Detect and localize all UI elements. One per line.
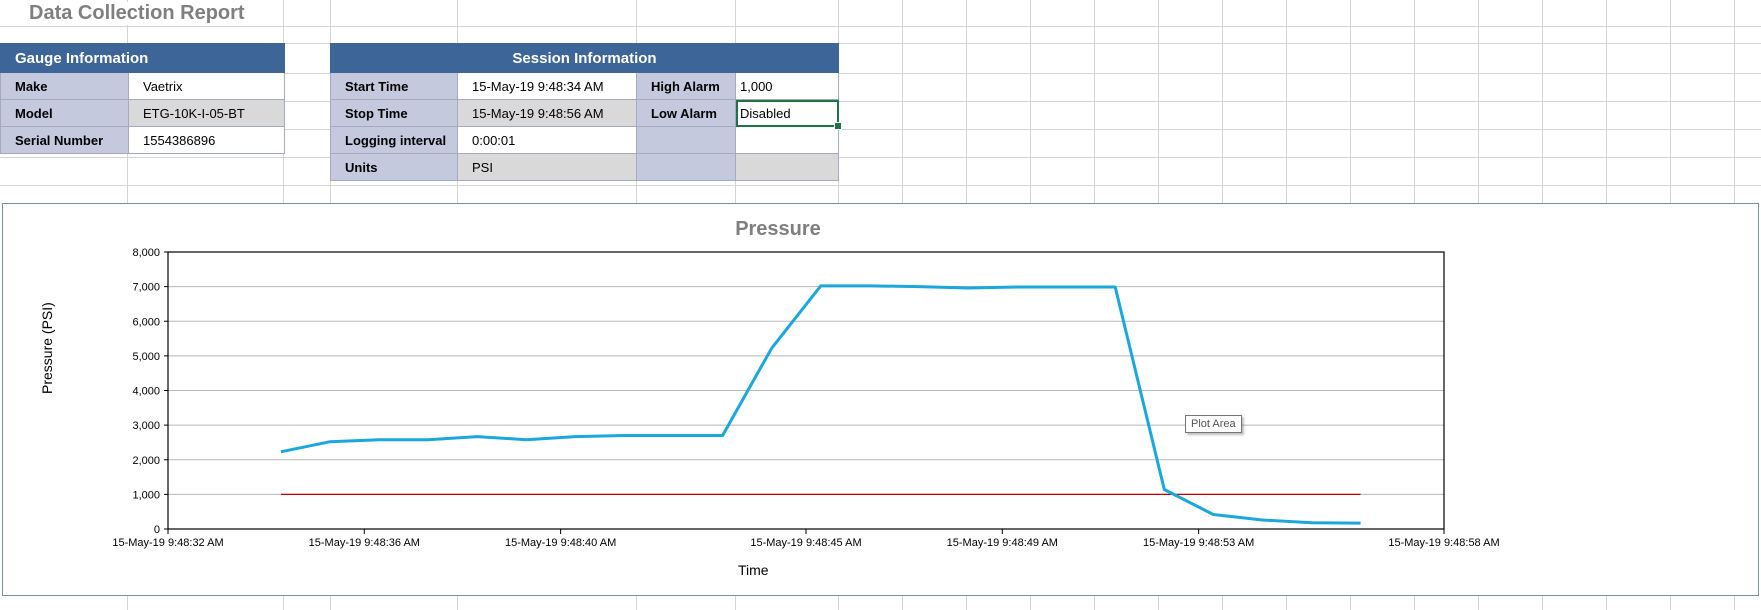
high-alarm-value[interactable]: 1,000 [735,72,839,100]
start-time-value[interactable]: 15-May-19 9:48:34 AM [457,72,637,100]
model-label[interactable]: Model [0,99,129,127]
make-value[interactable]: Vaetrix [128,72,285,100]
y-tick-label: 7,000 [132,282,160,294]
y-tick-label: 5,000 [132,351,160,363]
pressure-series-line[interactable] [280,284,1361,525]
start-time-label[interactable]: Start Time [330,72,458,100]
y-tick-label: 3,000 [132,420,160,432]
low-alarm-value-selected-cell[interactable]: Disabled [735,99,842,130]
make-label[interactable]: Make [0,72,129,100]
logging-interval-label[interactable]: Logging interval [330,126,458,154]
session-information-header[interactable]: Session Information [330,43,839,73]
stop-time-value[interactable]: 15-May-19 9:48:56 AM [457,99,637,127]
report-title: Data Collection Report [29,2,251,25]
serial-number-label[interactable]: Serial Number [0,126,129,154]
y-tick-label: 4,000 [132,386,160,398]
y-tick-label: 6,000 [132,316,160,328]
x-tick-label: 15-May-19 9:48:49 AM [947,537,1058,549]
x-tick-label: 15-May-19 9:48:53 AM [1143,537,1254,549]
x-tick-label: 15-May-19 9:48:45 AM [750,537,861,549]
x-tick-label: 15-May-19 9:48:40 AM [505,537,616,549]
empty-label-cell[interactable] [636,126,736,154]
empty-label-cell[interactable] [636,153,736,181]
x-tick-label: 15-May-19 9:48:58 AM [1388,537,1499,549]
gauge-information-header[interactable]: Gauge Information [0,43,285,73]
y-tick-label: 8,000 [132,247,160,259]
empty-value-cell[interactable] [735,126,839,154]
units-value[interactable]: PSI [457,153,637,181]
y-tick-label: 1,000 [132,489,160,501]
pressure-chart[interactable]: Pressure Pressure (PSI) Time 0 1,000 2,000… [2,203,1759,596]
logging-interval-value[interactable]: 0:00:01 [457,126,637,154]
plot-area[interactable]: 0 1,000 2,000 3,000 4,000 5,000 6,000 7,000 8,00… [3,204,1758,595]
model-value[interactable]: ETG-10K-I-05-BT [128,99,285,127]
gauge-information-table: Gauge Information Make Vaetrix Model ETG… [0,43,285,154]
empty-value-cell[interactable] [735,153,839,181]
y-tick-label: 2,000 [132,455,160,467]
session-information-table: Session Information Start Time 15-May-19… [330,43,842,181]
x-tick-label: 15-May-19 9:48:32 AM [112,537,223,549]
fill-handle[interactable] [834,122,842,130]
serial-number-value[interactable]: 1554386896 [128,126,285,154]
units-label[interactable]: Units [330,153,458,181]
plot-area-tooltip: Plot Area [1185,415,1242,433]
y-tick-label: 0 [154,524,160,536]
stop-time-label[interactable]: Stop Time [330,99,458,127]
high-alarm-label[interactable]: High Alarm [636,72,736,100]
x-axis-title[interactable]: Time [738,562,769,578]
x-tick-label: 15-May-19 9:48:36 AM [309,537,420,549]
low-alarm-value: Disabled [740,105,791,121]
low-alarm-label[interactable]: Low Alarm [636,99,736,127]
chart-title[interactable]: Pressure [735,218,821,240]
